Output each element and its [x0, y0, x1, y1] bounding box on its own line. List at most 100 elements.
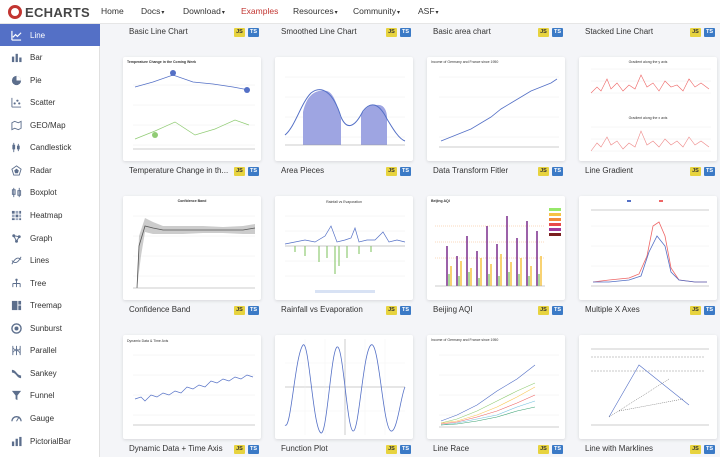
- js-badge[interactable]: JS: [386, 306, 397, 315]
- example-thumbnail-line-race[interactable]: Income of Germany and France since 1950: [427, 335, 565, 439]
- example-thumbnail-line-gradient[interactable]: Gradient along the y axis Gradient along…: [579, 57, 717, 161]
- ts-badge[interactable]: TS: [552, 306, 563, 315]
- sidebar-item-label: Pie: [30, 75, 42, 85]
- sidebar-item-radar[interactable]: Radar: [0, 159, 100, 181]
- ts-badge[interactable]: TS: [400, 445, 411, 454]
- ts-badge[interactable]: TS: [248, 445, 259, 454]
- js-badge[interactable]: JS: [538, 306, 549, 315]
- sidebar-item-sunburst[interactable]: Sunburst: [0, 317, 100, 339]
- js-badge[interactable]: JS: [538, 167, 549, 176]
- sidebar-item-graph[interactable]: Graph: [0, 227, 100, 249]
- funnel-icon: [10, 389, 22, 401]
- sidebar-item-heatmap[interactable]: Heatmap: [0, 204, 100, 226]
- sidebar-item-label: GEO/Map: [30, 120, 66, 130]
- example-thumbnail-dynamic-data[interactable]: Dynamic Data & Time Axis: [123, 335, 261, 439]
- js-badge[interactable]: JS: [234, 167, 245, 176]
- example-thumbnail-temperature[interactable]: Temperature Change in the Coming Week: [123, 57, 261, 161]
- example-title[interactable]: Basic area chart: [433, 27, 491, 36]
- echarts-logo[interactable]: ECHARTS: [8, 3, 90, 21]
- example-title[interactable]: Multiple X Axes: [585, 305, 640, 314]
- js-badge[interactable]: JS: [234, 306, 245, 315]
- sidebar-item-label: Graph: [30, 233, 53, 243]
- sidebar-item-gauge[interactable]: Gauge: [0, 407, 100, 429]
- example-thumbnail-confidence-band[interactable]: Confidence Band: [123, 196, 261, 300]
- js-badge[interactable]: JS: [690, 167, 701, 176]
- sidebar-item-lines[interactable]: Lines: [0, 249, 100, 271]
- example-title[interactable]: Dynamic Data + Time Axis: [129, 444, 223, 453]
- example-title[interactable]: Stacked Line Chart: [585, 27, 654, 36]
- example-title[interactable]: Function Plot: [281, 444, 328, 453]
- js-badge[interactable]: JS: [234, 28, 245, 37]
- sidebar-item-funnel[interactable]: Funnel: [0, 384, 100, 406]
- sidebar-item-tree[interactable]: Tree: [0, 272, 100, 294]
- sidebar-item-bar[interactable]: Bar: [0, 46, 100, 68]
- example-thumbnail-area-pieces[interactable]: [275, 57, 413, 161]
- ts-badge[interactable]: TS: [400, 28, 411, 37]
- js-badge[interactable]: JS: [538, 445, 549, 454]
- sankey-icon: [10, 367, 22, 379]
- nav-docs[interactable]: Docs▾: [141, 6, 165, 16]
- sidebar-item-boxplot[interactable]: Boxplot: [0, 181, 100, 203]
- example-title[interactable]: Data Transform Fitler: [433, 166, 509, 175]
- sidebar-item-sankey[interactable]: Sankey: [0, 362, 100, 384]
- ts-badge[interactable]: TS: [704, 445, 715, 454]
- sidebar-item-pictorialbar[interactable]: PictorialBar: [0, 430, 100, 452]
- example-title[interactable]: Temperature Change in th...: [129, 166, 229, 175]
- ts-badge[interactable]: TS: [248, 167, 259, 176]
- sidebar-item-label: Boxplot: [30, 187, 57, 197]
- example-title[interactable]: Line Race: [433, 444, 470, 453]
- sidebar-item-label: PictorialBar: [30, 436, 71, 446]
- js-badge[interactable]: JS: [690, 306, 701, 315]
- js-badge[interactable]: JS: [386, 28, 397, 37]
- example-title[interactable]: Confidence Band: [129, 305, 191, 314]
- js-badge[interactable]: JS: [690, 445, 701, 454]
- example-title[interactable]: Area Pieces: [281, 166, 325, 175]
- nav-community[interactable]: Community▾: [353, 6, 400, 16]
- example-thumbnail-rainfall-evaporation[interactable]: Rainfall vs Evaporation: [275, 196, 413, 300]
- js-badge[interactable]: JS: [538, 28, 549, 37]
- example-title[interactable]: Basic Line Chart: [129, 27, 188, 36]
- ts-badge[interactable]: TS: [248, 306, 259, 315]
- js-badge[interactable]: JS: [386, 445, 397, 454]
- ts-badge[interactable]: TS: [552, 28, 563, 37]
- example-thumbnail-data-transform[interactable]: Income of Germany and France since 1950: [427, 57, 565, 161]
- chart-type-sidebar: Line Bar Pie Scatter GEO/Map Candlestick…: [0, 24, 100, 457]
- nav-asf[interactable]: ASF▾: [418, 6, 439, 16]
- example-title[interactable]: Smoothed Line Chart: [281, 27, 357, 36]
- ts-badge[interactable]: TS: [552, 445, 563, 454]
- ts-badge[interactable]: TS: [400, 306, 411, 315]
- nav-resources[interactable]: Resources▾: [293, 6, 338, 16]
- ts-badge[interactable]: TS: [400, 167, 411, 176]
- example-thumbnail-line-marklines[interactable]: [579, 335, 717, 439]
- sidebar-item-candlestick[interactable]: Candlestick: [0, 136, 100, 158]
- ts-badge[interactable]: TS: [704, 167, 715, 176]
- sidebar-item-treemap[interactable]: Treemap: [0, 294, 100, 316]
- candlestick-icon: [10, 141, 22, 153]
- example-thumbnail-function-plot[interactable]: [275, 335, 413, 439]
- example-title[interactable]: Line with Marklines: [585, 444, 654, 453]
- example-title[interactable]: Beijing AQI: [433, 305, 473, 314]
- js-badge[interactable]: JS: [690, 28, 701, 37]
- sidebar-item-parallel[interactable]: Parallel: [0, 339, 100, 361]
- chevron-down-icon: ▾: [161, 10, 165, 16]
- nav-examples[interactable]: Examples: [241, 6, 279, 16]
- example-title[interactable]: Line Gradient: [585, 166, 634, 175]
- example-thumbnail-multiple-x-axes[interactable]: [579, 196, 717, 300]
- js-badge[interactable]: JS: [234, 445, 245, 454]
- example-title[interactable]: Rainfall vs Evaporation: [281, 305, 363, 314]
- ts-badge[interactable]: TS: [704, 28, 715, 37]
- sidebar-item-scatter[interactable]: Scatter: [0, 91, 100, 113]
- pie-chart-icon: [10, 74, 22, 86]
- sidebar-item-geo-map[interactable]: GEO/Map: [0, 114, 100, 136]
- ts-badge[interactable]: TS: [704, 306, 715, 315]
- sidebar-item-pie[interactable]: Pie: [0, 69, 100, 91]
- ts-badge[interactable]: TS: [248, 28, 259, 37]
- sidebar-item-line[interactable]: Line: [0, 24, 100, 46]
- nav-download[interactable]: Download▾: [183, 6, 225, 16]
- js-badge[interactable]: JS: [386, 167, 397, 176]
- map-icon: [10, 119, 22, 131]
- nav-home[interactable]: Home: [101, 6, 124, 16]
- tree-icon: [10, 277, 22, 289]
- ts-badge[interactable]: TS: [552, 167, 563, 176]
- example-thumbnail-beijing-aqi[interactable]: Beijing AQI: [427, 196, 565, 300]
